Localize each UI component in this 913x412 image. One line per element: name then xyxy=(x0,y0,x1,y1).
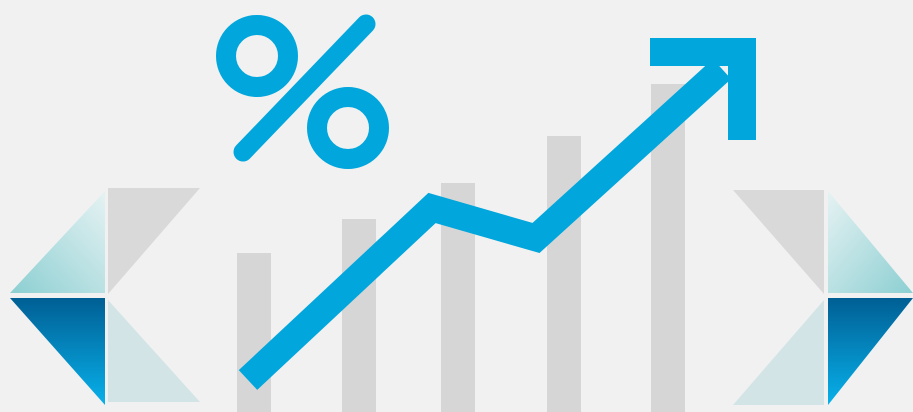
right-ornament-light-triangle xyxy=(733,300,824,405)
bar-4 xyxy=(547,136,581,412)
percent-icon xyxy=(216,14,389,169)
bar-group xyxy=(237,84,685,412)
percent-bottom-ring xyxy=(307,87,389,169)
chevron-left-triangles-icon xyxy=(10,188,200,405)
trend-line xyxy=(238,59,732,390)
trend-up-arrow-icon xyxy=(238,38,756,390)
bar-1 xyxy=(237,253,271,412)
percent-slash xyxy=(233,14,376,162)
percent-top-ring xyxy=(216,15,298,97)
right-ornament-blue-triangle xyxy=(828,298,913,405)
right-ornament-teal-triangle xyxy=(828,191,913,293)
left-ornament-light-triangle xyxy=(108,300,200,402)
left-ornament-gray-triangle xyxy=(108,188,200,294)
right-ornament-gray-triangle xyxy=(733,190,824,294)
left-ornament-blue-triangle xyxy=(10,298,105,405)
chevron-right-triangles-icon xyxy=(733,190,913,405)
trend-arrowhead xyxy=(650,38,756,140)
left-ornament-teal-triangle xyxy=(10,191,105,293)
